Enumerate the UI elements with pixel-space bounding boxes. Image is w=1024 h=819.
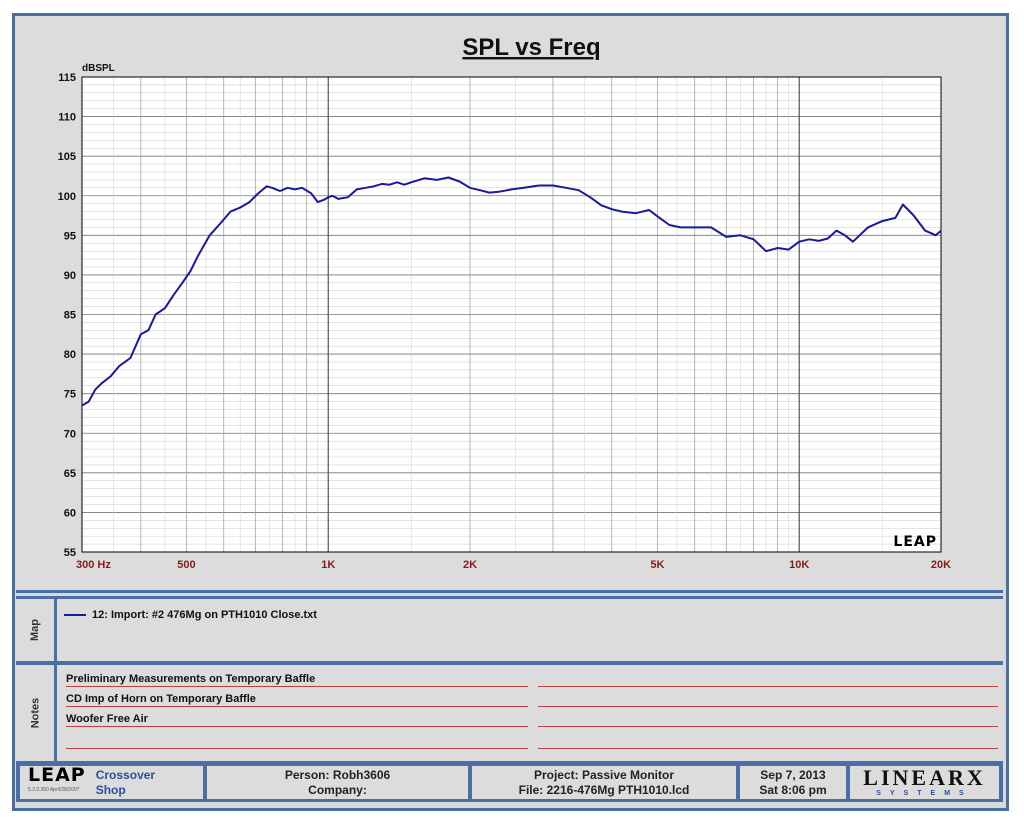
note-underline	[538, 686, 998, 687]
date-text: Sep 7, 2013	[760, 767, 826, 782]
note-underline	[66, 686, 528, 687]
y-tick-label: 85	[64, 310, 76, 322]
y-tick-label: 90	[64, 270, 76, 282]
spl-trace	[81, 176, 942, 407]
note-text-3: Woofer Free Air	[66, 713, 148, 725]
note-underline	[66, 748, 528, 749]
plot-border	[81, 76, 942, 553]
linearx-logo: LINEARX	[863, 765, 986, 790]
x-tick-label: 500	[177, 559, 195, 571]
y-tick-label: 105	[58, 151, 76, 163]
person-text: Person: Robh3606	[284, 767, 391, 782]
note-text-1: Preliminary Measurements on Temporary Ba…	[66, 673, 316, 685]
map-legend-entry: 12: Import: #2 476Mg on PTH1010 Close.tx…	[64, 609, 317, 621]
y-tick-label: 80	[64, 349, 76, 361]
y-tick-label: 55	[64, 547, 76, 559]
y-tick-label: 75	[64, 389, 76, 401]
y-tick-label: 110	[58, 112, 76, 124]
legend-text: 12: Import: #2 476Mg on PTH1010 Close.tx…	[92, 609, 317, 621]
x-tick-label: 1K	[321, 559, 335, 571]
spl-chart: SPL vs Freq dBSPL 55 60 65 70 75 80 85 90 95 100 105…	[58, 34, 952, 571]
note-row-4	[66, 729, 998, 749]
leap-watermark: LEAP	[893, 534, 937, 550]
notes-panel: Notes Preliminary Measurements on Tempor…	[16, 662, 1003, 764]
x-tick-label: 2K	[463, 559, 477, 571]
footer-project-box: Project: Passive Monitor File: 2216-476M…	[472, 766, 736, 799]
crossover-text: Crossover	[95, 767, 156, 782]
note-underline	[538, 706, 998, 707]
y-axis-label: dBSPL	[82, 63, 115, 74]
footer-person-box: Person: Robh3606 Company:	[207, 766, 468, 799]
footer-bar: LEAP 5.2.0.350 April/28/2007 Crossover S…	[16, 762, 1003, 802]
leap-logo-block: LEAP 5.2.0.350 April/28/2007	[28, 763, 86, 798]
footer-brand-box: LINEARX SYSTEMS	[850, 766, 999, 799]
x-tick-label: 300 Hz	[76, 559, 111, 571]
leap-logo: LEAP	[28, 763, 86, 786]
x-tick-label: 10K	[789, 559, 809, 571]
y-tick-label: 65	[64, 468, 76, 480]
file-text: File: 2216-476Mg PTH1010.lcd	[518, 782, 690, 797]
shop-text: Shop	[95, 782, 126, 797]
y-tick-label: 95	[64, 230, 76, 242]
note-row-1: Preliminary Measurements on Temporary Ba…	[66, 667, 998, 687]
note-underline	[66, 726, 528, 727]
note-text-2: CD Imp of Horn on Temporary Baffle	[66, 693, 256, 705]
time-text: Sat 8:06 pm	[759, 782, 827, 797]
map-panel: Map 12: Import: #2 476Mg on PTH1010 Clos…	[16, 596, 1003, 664]
note-row-3: Woofer Free Air	[66, 707, 998, 727]
y-tick-label: 70	[64, 428, 76, 440]
footer-date-box: Sep 7, 2013 Sat 8:06 pm	[740, 766, 846, 799]
y-tick-label: 115	[58, 72, 76, 84]
notes-side-label: Notes	[16, 665, 57, 761]
note-underline	[538, 748, 998, 749]
note-row-2: CD Imp of Horn on Temporary Baffle	[66, 687, 998, 707]
linearx-subtitle: SYSTEMS	[876, 790, 973, 797]
project-text: Project: Passive Monitor	[533, 767, 675, 782]
chart-title: SPL vs Freq	[462, 34, 600, 61]
footer-logo-box: LEAP 5.2.0.350 April/28/2007 Crossover S…	[20, 763, 203, 799]
crossover-shop-block: Crossover Shop	[96, 768, 155, 798]
notes-label: Notes	[29, 697, 41, 729]
x-tick-label: 5K	[650, 559, 664, 571]
chart-panel: SPL vs Freq dBSPL 55 60 65 70 75 80 85 90 95 100 105…	[16, 17, 1003, 593]
company-text: Company:	[308, 782, 367, 797]
note-underline	[66, 706, 528, 707]
x-tick-label: 20K	[931, 559, 951, 571]
legend-swatch	[64, 614, 86, 616]
map-side-label: Map	[16, 599, 57, 661]
y-tick-label: 100	[58, 191, 76, 203]
version-text: 5.2.0.350 April/28/2007	[28, 786, 80, 793]
y-tick-label: 60	[64, 507, 76, 519]
map-label: Map	[29, 619, 41, 641]
note-underline	[538, 726, 998, 727]
